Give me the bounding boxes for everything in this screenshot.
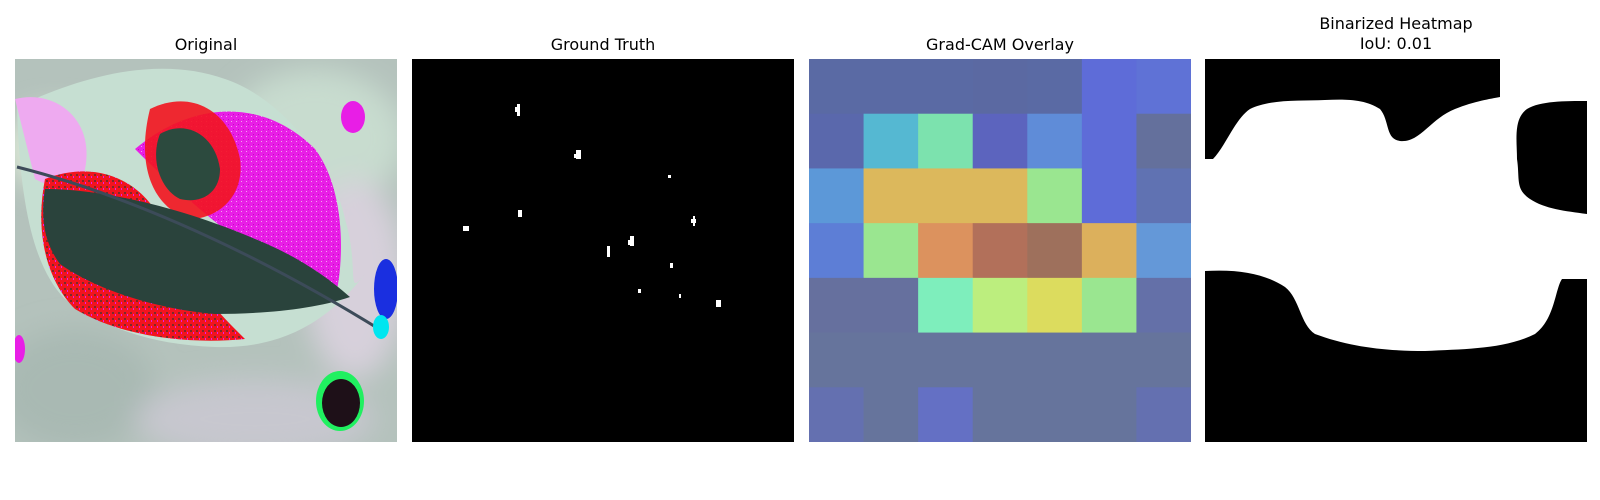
gradcam-cell-4-3 xyxy=(972,277,1028,334)
gradcam-cell-5-6 xyxy=(1136,332,1191,388)
gradcam-cell-6-3 xyxy=(972,387,1028,442)
gradcam-cell-5-1 xyxy=(863,332,919,388)
panel-title-original: Original xyxy=(174,35,238,54)
gradcam-cell-2-3 xyxy=(972,168,1028,224)
gradcam-cell-3-4 xyxy=(1027,223,1083,279)
gradcam-cell-3-5 xyxy=(1081,223,1137,279)
gradcam-cell-3-3 xyxy=(972,223,1028,279)
gradcam-cell-1-4 xyxy=(1027,113,1083,169)
gradcam-cell-2-1 xyxy=(863,168,919,224)
gradcam-cell-5-0 xyxy=(809,332,865,388)
gradcam-cell-2-6 xyxy=(1136,168,1191,224)
gradcam-cell-1-6 xyxy=(1136,113,1191,169)
panel-subtitle-iou: IoU: 0.01 xyxy=(1359,34,1433,53)
gradcam-cell-0-0 xyxy=(809,59,865,115)
gradcam-cell-1-3 xyxy=(972,113,1028,169)
gradcam-cell-0-5 xyxy=(1081,59,1137,115)
binarized-mask-shape xyxy=(1205,59,1587,351)
gradcam-cell-6-5 xyxy=(1081,387,1137,442)
gradcam-cell-4-6 xyxy=(1136,277,1191,334)
gradcam-cell-6-1 xyxy=(863,387,919,442)
gradcam-cell-3-2 xyxy=(918,223,974,279)
gradcam-cell-2-0 xyxy=(809,168,865,224)
original-image-panel xyxy=(15,59,397,442)
ground-truth-mask-panel xyxy=(412,59,794,442)
gradcam-cell-1-5 xyxy=(1081,113,1137,169)
gradcam-cell-3-6 xyxy=(1136,223,1191,279)
gradcam-cell-4-4 xyxy=(1027,277,1083,334)
gradcam-cell-2-4 xyxy=(1027,168,1083,224)
gradcam-cell-4-2 xyxy=(918,277,974,334)
gradcam-cell-5-2 xyxy=(918,332,974,388)
gradcam-cell-2-2 xyxy=(918,168,974,224)
gradcam-cell-6-2 xyxy=(918,387,974,442)
panel-title-binarized: Binarized Heatmap xyxy=(1319,14,1473,33)
gradcam-cell-3-0 xyxy=(809,223,865,279)
leaf-dark-region xyxy=(43,189,350,314)
binarized-heatmap-panel xyxy=(1205,59,1587,442)
gradcam-cell-1-0 xyxy=(809,113,865,169)
gradcam-cell-0-2 xyxy=(918,59,974,115)
gradcam-cell-4-5 xyxy=(1081,277,1137,334)
gradcam-cell-0-4 xyxy=(1027,59,1083,115)
gradcam-cell-3-1 xyxy=(863,223,919,279)
gradcam-cell-6-4 xyxy=(1027,387,1083,442)
gradcam-cell-0-3 xyxy=(972,59,1028,115)
panel-title-gradcam: Grad-CAM Overlay xyxy=(926,35,1074,54)
gradcam-cell-6-0 xyxy=(809,387,865,442)
gradcam-cell-0-6 xyxy=(1136,59,1191,115)
gradcam-cell-5-4 xyxy=(1027,332,1083,388)
gradcam-cell-5-3 xyxy=(972,332,1028,388)
gradcam-cell-2-5 xyxy=(1081,168,1137,224)
gradcam-overlay-panel xyxy=(809,59,1191,442)
gradcam-cell-4-0 xyxy=(809,277,865,334)
gradcam-cell-4-1 xyxy=(863,277,919,334)
panel-title-ground-truth: Ground Truth xyxy=(550,35,656,54)
ground-truth-spots xyxy=(463,104,721,307)
gradcam-heatmap xyxy=(809,59,1191,442)
gradcam-cell-1-2 xyxy=(918,113,974,169)
gradcam-cell-6-6 xyxy=(1136,387,1191,442)
gradcam-cell-5-5 xyxy=(1081,332,1137,388)
gradcam-cell-0-1 xyxy=(863,59,919,115)
gradcam-cell-1-1 xyxy=(863,113,919,169)
